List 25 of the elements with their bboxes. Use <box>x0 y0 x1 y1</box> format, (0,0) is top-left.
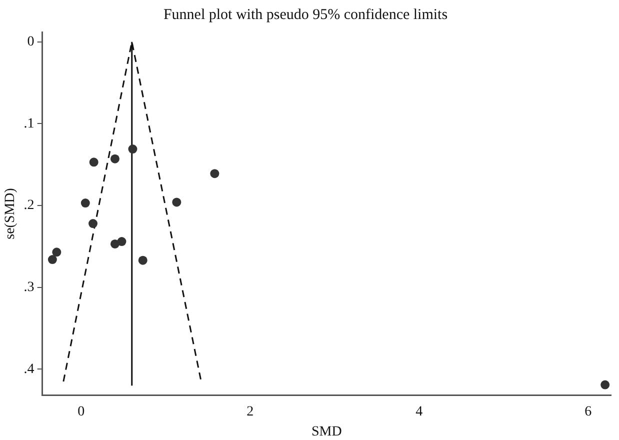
point <box>89 158 98 167</box>
point <box>117 237 126 246</box>
y-tick-label: .3 <box>24 280 34 296</box>
point <box>110 154 120 164</box>
x-tick-label: 4 <box>416 404 423 420</box>
y-tick-label: 0 <box>27 34 34 50</box>
point <box>48 255 57 264</box>
y-tick-label: .2 <box>24 198 34 214</box>
y-axis-title: se(SMD) <box>3 188 18 240</box>
x-axis-title: SMD <box>311 424 342 440</box>
point <box>210 169 220 178</box>
point <box>52 248 62 257</box>
x-tick-label: 2 <box>246 404 254 420</box>
y-tick-label: .1 <box>24 116 34 132</box>
point <box>110 239 120 248</box>
chart-title: Funnel plot with pseudo 95% confidence limits <box>163 6 448 23</box>
point <box>88 219 98 228</box>
point <box>80 198 90 208</box>
y-tick-label: .4 <box>24 362 34 377</box>
x-tick-label: 6 <box>584 404 592 420</box>
point <box>138 256 148 265</box>
point <box>172 198 182 207</box>
point <box>600 380 610 390</box>
x-tick-label: 0 <box>78 404 85 420</box>
point <box>128 144 138 154</box>
